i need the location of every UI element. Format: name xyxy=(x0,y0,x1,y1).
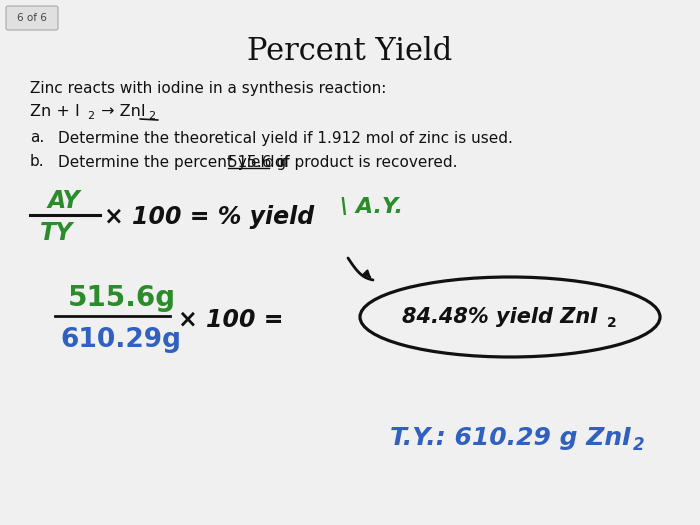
Text: T.Y.: 610.29 g ZnI: T.Y.: 610.29 g ZnI xyxy=(390,426,631,450)
Text: a.: a. xyxy=(30,131,44,145)
Text: \ A.Y.: \ A.Y. xyxy=(340,197,403,217)
Text: Percent Yield: Percent Yield xyxy=(247,37,453,68)
Text: 515.6 g: 515.6 g xyxy=(228,154,286,170)
Text: → ZnI: → ZnI xyxy=(96,104,146,120)
Text: 2: 2 xyxy=(633,436,645,454)
Text: Determine the percent yield if: Determine the percent yield if xyxy=(58,154,294,170)
Text: × 100 =: × 100 = xyxy=(178,308,284,332)
FancyBboxPatch shape xyxy=(6,6,58,30)
Text: 2: 2 xyxy=(607,316,617,330)
Text: 6 of 6: 6 of 6 xyxy=(17,13,47,23)
Text: b.: b. xyxy=(30,154,45,170)
Text: 610.29g: 610.29g xyxy=(60,327,181,353)
Text: 84.48% yield ZnI: 84.48% yield ZnI xyxy=(402,307,598,327)
Text: 2: 2 xyxy=(148,111,155,121)
Text: Zinc reacts with iodine in a synthesis reaction:: Zinc reacts with iodine in a synthesis r… xyxy=(30,80,386,96)
Text: Determine the theoretical yield if 1.912 mol of zinc is used.: Determine the theoretical yield if 1.912… xyxy=(58,131,513,145)
Text: Zn + I: Zn + I xyxy=(30,104,80,120)
Text: 2: 2 xyxy=(87,111,94,121)
Text: × 100 = % yield: × 100 = % yield xyxy=(104,205,314,229)
Text: 515.6g: 515.6g xyxy=(68,284,176,312)
Text: of product is recovered.: of product is recovered. xyxy=(270,154,458,170)
Text: AY: AY xyxy=(48,189,80,213)
Text: TY: TY xyxy=(40,221,74,245)
